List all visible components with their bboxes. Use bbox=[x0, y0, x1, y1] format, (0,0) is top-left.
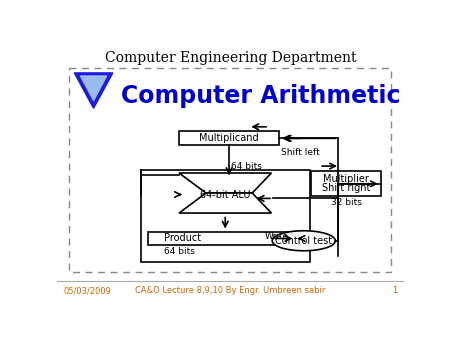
Text: Shift right: Shift right bbox=[322, 184, 370, 193]
Bar bbox=[148, 232, 295, 245]
Text: 64 bits: 64 bits bbox=[164, 247, 194, 256]
Polygon shape bbox=[179, 193, 271, 213]
Text: Multiplicand: Multiplicand bbox=[199, 134, 259, 143]
Polygon shape bbox=[81, 76, 107, 101]
Text: CA&O Lecture 8,9,10 By Engr. Umbreen sabir: CA&O Lecture 8,9,10 By Engr. Umbreen sab… bbox=[135, 286, 326, 295]
Text: 1: 1 bbox=[392, 286, 398, 295]
Text: 64-bit ALU: 64-bit ALU bbox=[200, 190, 251, 199]
Text: Multiplier: Multiplier bbox=[323, 174, 369, 184]
Bar bbox=[179, 131, 279, 145]
Text: Product: Product bbox=[164, 234, 202, 243]
Text: Control test: Control test bbox=[275, 236, 333, 246]
Text: 32 bits: 32 bits bbox=[331, 198, 361, 208]
Bar bbox=[69, 68, 391, 271]
Text: Computer Arithmetic: Computer Arithmetic bbox=[121, 84, 400, 108]
Text: Shift left: Shift left bbox=[281, 148, 320, 157]
Ellipse shape bbox=[272, 231, 335, 251]
Text: Computer Engineering Department: Computer Engineering Department bbox=[105, 51, 356, 65]
Text: 64 bits: 64 bits bbox=[231, 162, 262, 171]
Polygon shape bbox=[74, 73, 113, 108]
Bar bbox=[140, 170, 310, 262]
Bar bbox=[311, 171, 381, 196]
Text: 05/03/2009: 05/03/2009 bbox=[63, 286, 112, 295]
Polygon shape bbox=[179, 173, 271, 193]
Text: Write: Write bbox=[264, 232, 288, 241]
